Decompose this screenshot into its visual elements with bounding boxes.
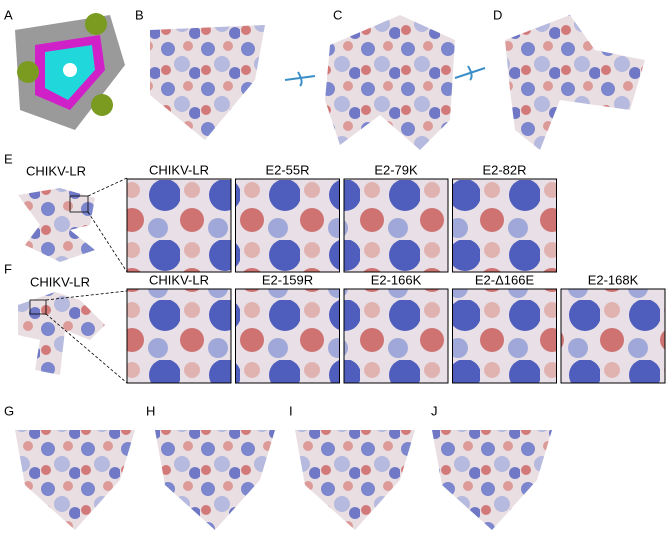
zoom-panel — [452, 178, 557, 273]
zoom-panel — [343, 288, 449, 384]
overview-e — [18, 188, 95, 262]
zoom-panel — [235, 288, 340, 384]
panel-letter: E — [4, 151, 13, 166]
panel-letter: D — [493, 7, 502, 22]
zoom-label: E2-Δ166E — [475, 272, 535, 287]
zoom-panel — [343, 178, 449, 273]
zoom-label: E2-166K — [371, 272, 422, 287]
zoom-box — [29, 299, 47, 315]
zoom-lines — [45, 290, 128, 384]
zoom-panel — [560, 288, 666, 384]
panel-letter: J — [431, 403, 438, 418]
panel-letter: H — [146, 403, 155, 418]
structure-a — [15, 13, 125, 130]
panel-letter: I — [289, 403, 293, 418]
zoom-panel — [126, 288, 232, 384]
rotation-arrow — [284, 71, 316, 87]
structure-j — [432, 430, 552, 530]
panel-letter: G — [4, 403, 14, 418]
panel-letter: B — [135, 7, 144, 22]
zoom-label: CHIKV-LR — [149, 162, 209, 177]
zoom-label: E2-159R — [262, 272, 313, 287]
panel-letter: A — [4, 7, 13, 22]
panel-letter: C — [333, 7, 342, 22]
zoom-label: E2-55R — [265, 162, 309, 177]
structure-i — [295, 430, 415, 530]
zoom-label: E2-82R — [482, 162, 526, 177]
zoom-label: CHIKV-LR — [149, 272, 209, 287]
structure-d — [505, 15, 645, 150]
structure-b — [150, 25, 265, 140]
zoom-lines — [87, 177, 128, 273]
structure-c — [325, 15, 455, 150]
overview-label: CHIKV-LR — [30, 274, 90, 289]
zoom-panel — [452, 288, 557, 384]
zoom-panel — [235, 178, 340, 273]
overview-f — [18, 292, 105, 375]
structure-g — [15, 430, 135, 530]
structure-h — [155, 430, 275, 530]
zoom-panel — [126, 178, 232, 273]
zoom-label: E2-168K — [588, 272, 639, 287]
rotation-arrow — [454, 65, 486, 81]
zoom-box — [69, 195, 89, 213]
panel-letter: F — [4, 261, 12, 276]
zoom-label: E2-79K — [374, 162, 418, 177]
overview-label: CHIKV-LR — [26, 163, 86, 178]
